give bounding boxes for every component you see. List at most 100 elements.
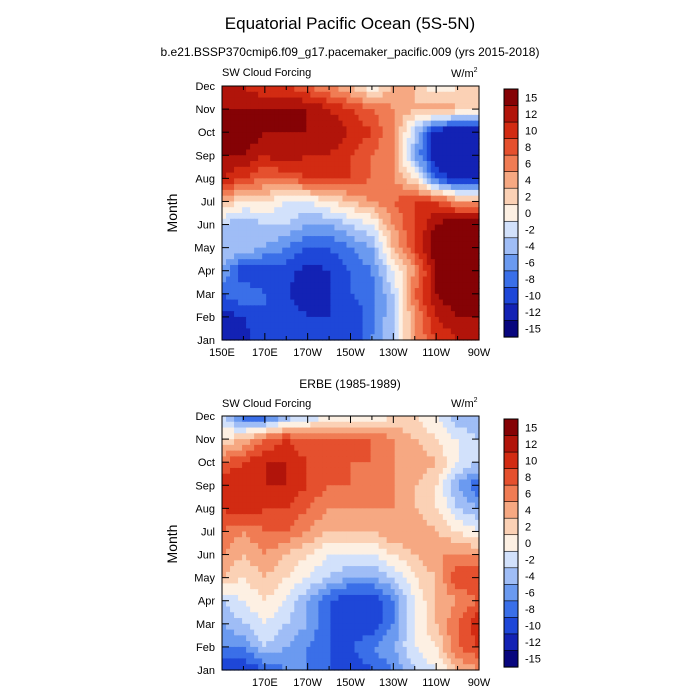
heatmap-cell: [346, 416, 352, 423]
heatmap-cell: [274, 433, 279, 440]
heatmap-cell: [382, 172, 388, 179]
heatmap-cell: [330, 137, 336, 145]
heatmap-cell: [382, 456, 388, 463]
heatmap-cell: [362, 114, 368, 122]
heatmap-cell: [298, 560, 303, 567]
heatmap-cell: [422, 103, 428, 110]
heatmap-cell: [474, 456, 480, 463]
heatmap-cell: [270, 288, 275, 295]
heatmap-cell: [318, 583, 323, 590]
heatmap-cell: [306, 293, 311, 301]
heatmap-cell: [350, 114, 356, 122]
heatmap-cell: [314, 566, 319, 573]
heatmap-cell: [410, 491, 416, 498]
heatmap-cell: [414, 566, 420, 573]
heatmap-cell: [366, 207, 372, 214]
heatmap-cell: [298, 594, 303, 602]
heatmap-cell: [326, 230, 332, 237]
heatmap-cell: [466, 491, 472, 498]
heatmap-cell: [466, 322, 472, 330]
heatmap-cell: [442, 531, 448, 538]
heatmap-cell: [274, 155, 279, 162]
heatmap-cell: [474, 264, 480, 272]
heatmap-cell: [298, 120, 303, 128]
heatmap-cell: [326, 566, 332, 573]
heatmap-cell: [306, 450, 311, 458]
heatmap-cell: [390, 247, 396, 255]
heatmap-cell: [338, 491, 344, 498]
heatmap-cell: [278, 508, 283, 515]
heatmap-cell: [390, 531, 396, 538]
heatmap-cell: [318, 311, 323, 318]
heatmap-cell: [470, 241, 476, 249]
heatmap-cell: [402, 439, 408, 446]
heatmap-cell: [438, 132, 444, 139]
heatmap-cell: [250, 473, 255, 481]
heatmap-cell: [394, 491, 400, 498]
heatmap-cell: [450, 589, 456, 596]
heatmap-cell: [310, 421, 315, 429]
heatmap-cell: [442, 213, 448, 220]
heatmap-cell: [282, 86, 287, 93]
heatmap-cell: [230, 184, 235, 191]
heatmap-cell: [282, 583, 287, 590]
heatmap-cell: [226, 161, 231, 168]
heatmap-cell: [326, 114, 332, 122]
heatmap-cell: [286, 531, 291, 538]
heatmap-cell: [438, 416, 444, 423]
heatmap-cell: [474, 276, 480, 283]
heatmap-cell: [262, 514, 267, 521]
heatmap-cell: [446, 201, 452, 208]
heatmap-cell: [234, 427, 239, 434]
heatmap-cell: [410, 207, 416, 214]
heatmap-cell: [450, 172, 456, 179]
heatmap-cell: [422, 276, 428, 283]
heatmap-cell: [286, 143, 291, 151]
heatmap-cell: [230, 427, 235, 434]
heatmap-cell: [438, 236, 444, 243]
heatmap-cell: [258, 322, 263, 330]
heatmap-cell: [430, 594, 436, 602]
heatmap-cell: [470, 178, 476, 185]
heatmap-cell: [434, 427, 440, 434]
heatmap-cell: [338, 444, 344, 452]
heatmap-cell: [342, 195, 348, 203]
heatmap-cell: [318, 496, 323, 504]
heatmap-cell: [394, 288, 400, 295]
heatmap-cell: [270, 444, 275, 452]
heatmap-cell: [234, 276, 239, 283]
heatmap-cell: [374, 241, 380, 249]
heatmap-cell: [302, 485, 307, 492]
heatmap-cell: [354, 305, 360, 312]
heatmap-cell: [386, 577, 392, 585]
heatmap-cell: [338, 473, 344, 481]
heatmap-cell: [226, 264, 231, 272]
heatmap-cell: [418, 328, 424, 335]
heatmap-cell: [358, 473, 364, 481]
heatmap-cell: [234, 184, 239, 191]
heatmap-cell: [350, 334, 356, 341]
heatmap-cell: [230, 328, 235, 335]
heatmap-cell: [382, 600, 388, 608]
heatmap-cell: [438, 86, 444, 93]
heatmap-cell: [382, 224, 388, 231]
heatmap-cell: [274, 525, 279, 533]
heatmap-cell: [362, 91, 368, 99]
heatmap-cell: [378, 311, 384, 318]
heatmap-cell: [306, 91, 311, 99]
heatmap-cell: [338, 299, 344, 306]
heatmap-cell: [246, 334, 251, 341]
heatmap-cell: [254, 195, 259, 203]
heatmap-cell: [430, 97, 436, 104]
heatmap-cell: [290, 583, 295, 590]
heatmap-cell: [282, 241, 287, 249]
heatmap-cell: [462, 149, 468, 156]
heatmap-cell: [470, 311, 476, 318]
heatmap-cell: [434, 213, 440, 220]
heatmap-cell: [362, 259, 368, 266]
heatmap-cell: [306, 195, 311, 203]
heatmap-cell: [222, 201, 227, 208]
heatmap-cell: [386, 91, 392, 99]
heatmap-cell: [282, 334, 287, 341]
heatmap-cell: [290, 525, 295, 533]
